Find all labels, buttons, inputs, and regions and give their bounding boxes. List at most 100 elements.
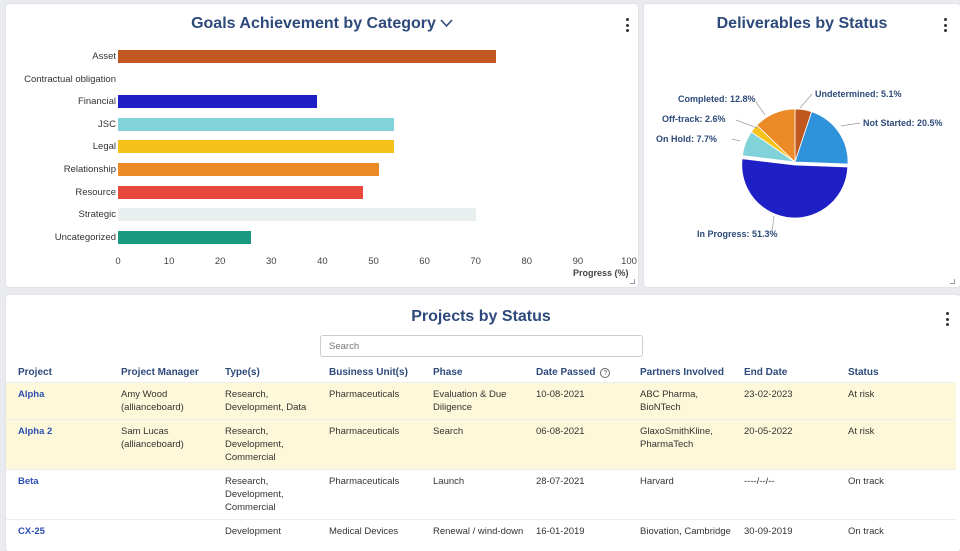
bar[interactable] xyxy=(118,95,318,109)
table-row[interactable]: Alpha 2 Sam Lucas (allianceboard) Resear… xyxy=(6,419,956,470)
bar-category-label: Uncategorized xyxy=(54,231,116,243)
project-link[interactable]: CX-25 xyxy=(6,519,109,543)
cell-end-date: 23-02-2023 xyxy=(732,382,836,420)
table-row[interactable]: CX-25 Development Medical Devices Renewa… xyxy=(6,519,956,543)
project-link[interactable]: Alpha xyxy=(6,382,109,420)
column-header-project[interactable]: Project xyxy=(18,367,52,378)
column-header-types[interactable]: Type(s) xyxy=(225,367,260,378)
cell-unit: Pharmaceuticals xyxy=(317,419,421,470)
cell-end-date: 30-09-2019 xyxy=(732,519,836,543)
info-icon[interactable]: ? xyxy=(600,368,611,378)
bar-category-label: Relationship xyxy=(63,164,116,175)
x-tick-label: 80 xyxy=(521,256,533,267)
bar[interactable] xyxy=(118,208,476,222)
projects-title: Projects by Status xyxy=(411,308,551,325)
pie-slice[interactable] xyxy=(756,108,796,163)
goals-card: Goals Achievement by Category Asset Contr… xyxy=(6,4,638,287)
pie-slice-label: Not Started: 20.5% xyxy=(863,118,943,128)
cell-end-date: 20-05-2022 xyxy=(732,419,836,470)
search-input[interactable] xyxy=(320,335,643,357)
x-tick-label: 60 xyxy=(419,256,430,267)
cell-phase: Search xyxy=(421,419,524,470)
bar[interactable] xyxy=(118,230,251,244)
bar[interactable] xyxy=(118,163,379,176)
pie-slice[interactable] xyxy=(741,158,849,219)
cell-manager: Amy Wood (allianceboard) xyxy=(109,382,213,420)
cell-phase: Launch xyxy=(421,469,524,520)
deliverables-title: Deliverables by Status xyxy=(716,15,888,32)
cell-partners: Biovation, Cambridge xyxy=(628,519,732,543)
column-header-business-units[interactable]: Business Unit(s) xyxy=(329,367,408,378)
bar-category-label: Asset xyxy=(92,51,116,62)
pie-leader-line xyxy=(799,93,813,109)
column-header-phase[interactable]: Phase xyxy=(433,367,463,378)
table-header-row: Project Project Manager Type(s) Business… xyxy=(6,363,956,383)
resize-handle-icon[interactable] xyxy=(630,279,635,284)
project-link[interactable]: Alpha 2 xyxy=(6,419,109,470)
column-header-partners[interactable]: Partners Involved xyxy=(640,367,724,378)
cell-unit: Medical Devices xyxy=(317,519,421,543)
resize-handle-icon[interactable] xyxy=(950,279,955,284)
pie-leader-line xyxy=(771,215,775,233)
pie-slice-label: In Progress: 51.3% xyxy=(697,229,778,239)
bar[interactable] xyxy=(118,185,364,199)
bar-category-label: Contractual obligation xyxy=(24,73,116,85)
cell-end-date: ----/--/-- xyxy=(732,469,836,520)
cell-status: At risk xyxy=(836,419,956,470)
pie-slice[interactable] xyxy=(794,111,849,165)
bar[interactable] xyxy=(118,50,497,63)
cell-unit: Pharmaceuticals xyxy=(317,382,421,420)
chevron-down-icon[interactable] xyxy=(440,15,453,33)
bar-category-label: Financial xyxy=(77,96,116,108)
bar[interactable] xyxy=(118,117,394,131)
cell-manager: Sam Lucas (allianceboard) xyxy=(109,419,213,470)
goals-menu-icon[interactable] xyxy=(626,18,630,32)
cell-types: Research, Development, Commercial xyxy=(213,469,317,520)
goals-x-axis-label: Progress (%) xyxy=(573,268,629,278)
x-tick-label: 0 xyxy=(115,256,121,267)
cell-types: Development xyxy=(213,519,317,543)
pie-leader-line xyxy=(735,119,758,129)
cell-phase: Evaluation & Due Diligence xyxy=(421,382,524,420)
cell-date-passed: 28-07-2021 xyxy=(524,469,628,520)
project-link[interactable]: Beta xyxy=(6,469,109,520)
projects-table: Project Project Manager Type(s) Business… xyxy=(6,363,956,543)
cell-partners: ABC Pharma, BioNTech xyxy=(628,382,732,420)
cell-date-passed: 10-08-2021 xyxy=(524,382,628,420)
bar-category-label: Strategic xyxy=(78,209,117,221)
cell-status: On track xyxy=(836,519,956,543)
pie-leader-line xyxy=(840,122,861,127)
pie-slice-label: Off-track: 2.6% xyxy=(662,114,726,124)
pie-slice-label: Undetermined: 5.1% xyxy=(815,89,902,99)
pie-slice-label: Completed: 12.8% xyxy=(678,94,756,104)
deliverables-pie-chart xyxy=(731,93,861,233)
x-tick-label: 90 xyxy=(572,256,584,267)
bar-category-label: JSC xyxy=(98,118,116,130)
cell-phase: Renewal / wind-down xyxy=(421,519,524,543)
cell-manager xyxy=(109,469,213,520)
bar[interactable] xyxy=(118,140,394,154)
column-header-end-date[interactable]: End Date xyxy=(744,367,788,378)
deliverables-card: Deliverables by Status Undetermined: 5.1… xyxy=(644,4,960,287)
table-row[interactable]: Alpha Amy Wood (allianceboard) Research,… xyxy=(6,382,956,420)
x-tick-label: 70 xyxy=(470,256,481,267)
bar-category-label: Legal xyxy=(92,141,116,153)
cell-date-passed: 06-08-2021 xyxy=(524,419,628,470)
deliverables-menu-icon[interactable] xyxy=(944,18,948,32)
date-passed-label: Date Passed xyxy=(536,367,596,378)
cell-status: On track xyxy=(836,469,956,520)
x-tick-label: 30 xyxy=(266,256,277,267)
goals-title-dropdown[interactable]: Goals Achievement by Category xyxy=(6,15,638,33)
pie-leader-line xyxy=(731,138,741,142)
pie-leader-line xyxy=(755,101,766,116)
cell-unit: Pharmaceuticals xyxy=(317,469,421,520)
cell-types: Research, Development, Data xyxy=(213,382,317,420)
x-tick-label: 100 xyxy=(621,256,637,267)
table-row[interactable]: Beta Research, Development, Commercial P… xyxy=(6,469,956,520)
cell-status: At risk xyxy=(836,382,956,420)
goals-title: Goals Achievement by Category xyxy=(191,15,436,32)
column-header-date-passed[interactable]: Date Passed ? xyxy=(524,363,628,383)
projects-menu-icon[interactable] xyxy=(946,312,950,326)
column-header-project-manager[interactable]: Project Manager xyxy=(121,367,199,378)
column-header-status[interactable]: Status xyxy=(848,367,879,378)
